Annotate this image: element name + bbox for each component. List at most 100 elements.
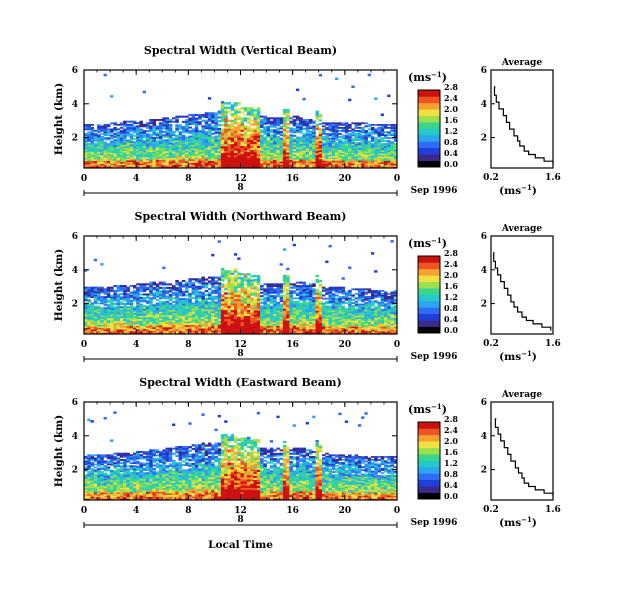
heatmap-cell bbox=[364, 131, 368, 134]
heatmap-cell bbox=[266, 330, 271, 333]
heatmap-cell bbox=[243, 149, 248, 153]
heatmap-cell bbox=[308, 125, 313, 128]
heatmap-cell bbox=[145, 122, 150, 125]
heatmap-cell bbox=[217, 330, 222, 333]
heatmap-cell bbox=[250, 311, 254, 315]
heatmap-cell bbox=[292, 115, 297, 118]
heatmap-cell bbox=[123, 317, 127, 320]
heatmap-cell bbox=[106, 160, 111, 163]
heatmap-cell bbox=[315, 298, 320, 301]
heatmap-cell bbox=[84, 137, 88, 140]
heatmap-cell bbox=[139, 141, 143, 144]
heatmap-cell bbox=[308, 130, 313, 133]
heatmap-cell bbox=[256, 302, 261, 305]
heatmap-cell bbox=[191, 293, 196, 296]
heatmap-cell bbox=[142, 134, 147, 137]
colorbar-tick-label: 0.8 bbox=[444, 137, 458, 147]
heatmap-cell bbox=[282, 154, 287, 157]
heatmap-cell bbox=[240, 329, 245, 333]
heatmap-cell bbox=[266, 129, 271, 132]
heatmap-cell bbox=[230, 301, 235, 304]
heatmap-cell bbox=[172, 318, 176, 321]
heatmap-cell bbox=[158, 151, 163, 154]
heatmap-cell bbox=[175, 162, 179, 165]
heatmap-cell bbox=[308, 305, 313, 308]
heatmap-cell bbox=[152, 323, 157, 326]
heatmap-cell bbox=[286, 152, 290, 155]
heatmap-cell bbox=[198, 113, 202, 117]
heatmap-cell bbox=[204, 305, 209, 308]
heatmap-cell bbox=[312, 296, 316, 299]
heatmap-cell bbox=[142, 147, 147, 150]
heatmap-cell bbox=[201, 164, 205, 167]
heatmap-cell bbox=[292, 129, 297, 132]
heatmap-cell bbox=[198, 155, 202, 158]
heatmap-cell bbox=[331, 126, 336, 129]
x-tick-label: 4 bbox=[133, 174, 139, 184]
heatmap-cell bbox=[312, 323, 316, 326]
heatmap-cell bbox=[224, 329, 228, 333]
heatmap-cell bbox=[158, 166, 163, 169]
heatmap-cell bbox=[165, 330, 170, 333]
heatmap-cell bbox=[220, 294, 225, 297]
heatmap-cell bbox=[188, 162, 192, 165]
heatmap-cell bbox=[341, 277, 345, 280]
heatmap-cell bbox=[106, 300, 111, 303]
heatmap-cell bbox=[201, 128, 205, 132]
heatmap-cell bbox=[273, 312, 277, 315]
heatmap-cell bbox=[325, 151, 329, 154]
heatmap-cell bbox=[367, 73, 371, 77]
heatmap-cell bbox=[240, 311, 245, 315]
heatmap-cell bbox=[172, 166, 176, 169]
heatmap-cell bbox=[103, 156, 108, 159]
heatmap-cell bbox=[211, 119, 215, 122]
heatmap-cell bbox=[194, 287, 199, 290]
heatmap-cell bbox=[276, 147, 280, 150]
heatmap-cell bbox=[292, 307, 297, 310]
heatmap-cell bbox=[295, 127, 300, 130]
heatmap-cell bbox=[240, 327, 245, 331]
heatmap-cell bbox=[194, 298, 199, 301]
heatmap-cell bbox=[103, 327, 108, 330]
heatmap-cell bbox=[162, 147, 166, 150]
heatmap-cell bbox=[139, 296, 143, 299]
heatmap-cell bbox=[331, 330, 336, 333]
heatmap-cell bbox=[191, 278, 196, 281]
heatmap-cell bbox=[295, 309, 300, 312]
heatmap-cell bbox=[152, 283, 157, 286]
heatmap-cell bbox=[224, 130, 228, 134]
heatmap-cell bbox=[100, 307, 104, 310]
heatmap-cell bbox=[158, 320, 163, 323]
heatmap-cell bbox=[357, 134, 362, 137]
heatmap-cell bbox=[201, 119, 205, 122]
heatmap-cell bbox=[106, 143, 111, 145]
heatmap-cell bbox=[328, 157, 333, 160]
heatmap-cell bbox=[393, 125, 398, 128]
heatmap-cell bbox=[269, 156, 274, 159]
heatmap-cell bbox=[158, 125, 163, 128]
heatmap-cell bbox=[312, 306, 316, 309]
heatmap-cell bbox=[286, 267, 290, 271]
heatmap-cell bbox=[286, 308, 290, 311]
heatmap-cell bbox=[247, 147, 251, 151]
heatmap-cell bbox=[224, 126, 228, 129]
heatmap-cell bbox=[302, 304, 307, 307]
heatmap-cell bbox=[142, 161, 147, 164]
heatmap-cell bbox=[344, 161, 349, 164]
heatmap-cell bbox=[194, 117, 199, 120]
heatmap-cell bbox=[279, 295, 284, 298]
heatmap-cell bbox=[178, 136, 183, 139]
heatmap-cell bbox=[168, 151, 173, 154]
heatmap-cell bbox=[220, 325, 225, 328]
heatmap-cell bbox=[276, 140, 280, 143]
heatmap-cell bbox=[168, 140, 173, 143]
heatmap-cell bbox=[237, 148, 241, 151]
heatmap-cell bbox=[269, 323, 274, 326]
heatmap-cell bbox=[312, 322, 316, 325]
heatmap-cell bbox=[247, 151, 251, 155]
heatmap-cell bbox=[364, 151, 368, 154]
heatmap-cell bbox=[113, 123, 117, 126]
heatmap-cell bbox=[158, 323, 163, 326]
heatmap-cell bbox=[132, 319, 137, 322]
heatmap-cell bbox=[119, 123, 124, 126]
